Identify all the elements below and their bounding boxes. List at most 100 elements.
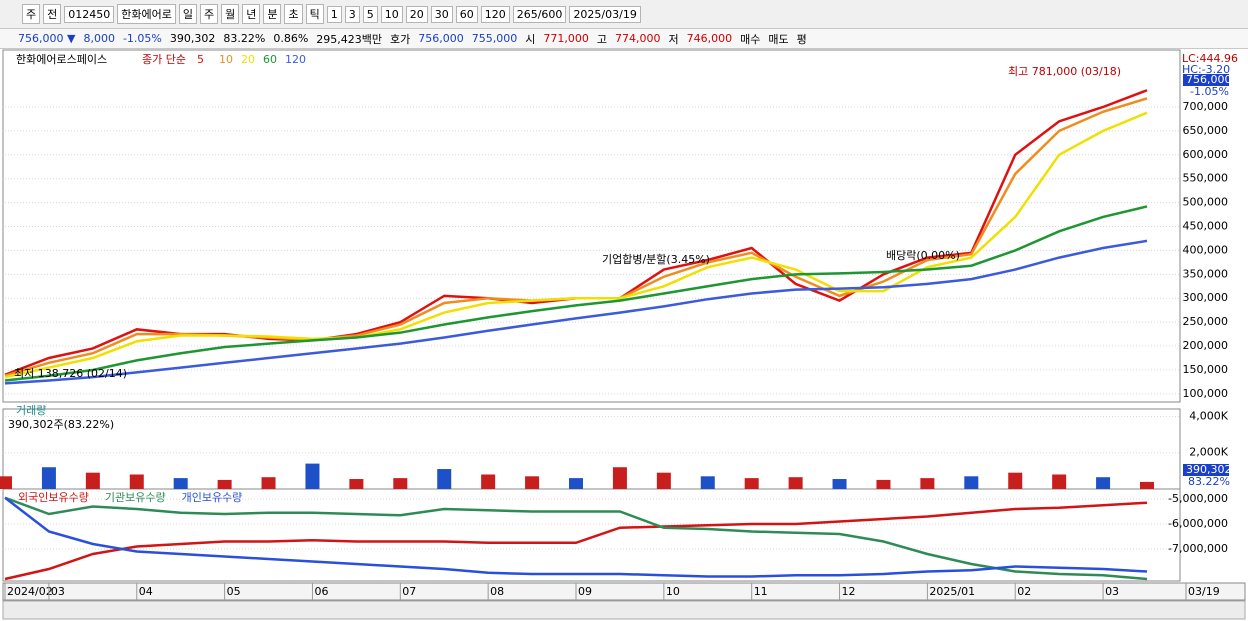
y-tick-label: 150,000 xyxy=(1183,363,1229,376)
info-bar: 756,000 ▼ 8,000 -1.05% 390,302 83.22% 0.86% 29… xyxy=(0,29,1248,49)
info-field: 756,000 xyxy=(418,32,464,45)
y-tick-label: 200,000 xyxy=(1183,339,1229,352)
panel-frame xyxy=(2,408,1181,490)
volume-bar xyxy=(656,472,671,489)
line-series xyxy=(4,111,1148,379)
info-field: 고 xyxy=(596,32,608,46)
volume-bar xyxy=(349,479,364,489)
volume-bar xyxy=(393,478,408,489)
y-tick-label: 350,000 xyxy=(1183,267,1229,280)
x-tick-label: 09 xyxy=(578,585,592,598)
toolbar-button[interactable]: 265/600 xyxy=(512,5,567,23)
volume-bar xyxy=(920,478,935,489)
volume-bar xyxy=(612,467,627,489)
info-field: 390,302 xyxy=(169,32,216,45)
info-field: 매수 xyxy=(740,32,761,46)
y-tick-label: 2,000K xyxy=(1189,446,1228,459)
toolbar-button[interactable]: 1 xyxy=(326,5,342,23)
legend-entry: 기관보유수량 xyxy=(105,491,166,504)
legend-entry: 20 xyxy=(241,53,255,66)
volume-bar xyxy=(1008,472,1023,489)
info-field: 746,000 xyxy=(686,32,733,45)
info-field: 295,423백만 xyxy=(316,32,383,46)
legend-title: 종가 단순 xyxy=(142,53,186,66)
toolbar-button[interactable]: 월 xyxy=(221,4,240,24)
volume-bar xyxy=(876,479,891,489)
info-field: 8,000 xyxy=(83,32,115,45)
toolbar-button[interactable]: 3 xyxy=(344,5,360,23)
x-tick-label: 08 xyxy=(490,585,504,598)
y-tick-label: 4,000K xyxy=(1189,409,1228,422)
line-series xyxy=(4,496,1148,581)
x-tick-label: 07 xyxy=(402,585,416,598)
volume-bar xyxy=(525,476,540,489)
toolbar-button[interactable]: 120 xyxy=(480,5,510,23)
x-tick-label: 11 xyxy=(754,585,768,598)
toolbar-button[interactable]: 20 xyxy=(405,5,428,23)
volume-bar xyxy=(569,478,583,489)
toolbar-button[interactable]: 한화에어로 xyxy=(117,4,176,24)
price-tag xyxy=(1183,74,1229,86)
hc-label: HC:-3.20 xyxy=(1182,63,1230,76)
toolbar-button[interactable]: 30 xyxy=(430,5,453,23)
toolbar-button[interactable]: 년 xyxy=(242,4,261,24)
info-field: 호가 xyxy=(390,32,411,46)
volume-bar xyxy=(85,472,100,489)
y-tick-label: 500,000 xyxy=(1183,196,1229,209)
info-field: 저 xyxy=(668,32,679,46)
price-label: 756,000 xyxy=(1186,73,1232,86)
volume-bar xyxy=(217,479,232,489)
x-axis-frame xyxy=(2,582,1246,601)
toolbar-button[interactable]: 분 xyxy=(263,4,282,24)
legend-entry: 개인보유수량 xyxy=(182,491,243,504)
y-tick-label: 700,000 xyxy=(1183,100,1229,113)
line-series xyxy=(4,239,1148,385)
legend-entry: 외국인보유수량 xyxy=(18,491,89,504)
volume-bar xyxy=(173,478,188,489)
toolbar-button[interactable]: 012450 xyxy=(64,5,115,23)
x-tick-label: 10 xyxy=(666,585,680,598)
x-tick-label: 12 xyxy=(842,585,856,598)
panel-title: 거래량 xyxy=(16,404,46,417)
info-field: 755,000 xyxy=(471,32,518,45)
y-tick-label: 650,000 xyxy=(1183,124,1229,137)
toolbar-button[interactable]: 5 xyxy=(362,5,378,23)
line-series xyxy=(4,496,1148,578)
volume-bar xyxy=(437,469,452,489)
y-tick-label: -6,000,000 xyxy=(1168,517,1228,530)
toolbar-button[interactable]: 2025/03/19 xyxy=(569,5,641,23)
info-field: 매도 xyxy=(768,32,789,46)
info-field: 756,000 ▼ xyxy=(18,32,76,45)
x-tick-label: 2024/02 xyxy=(7,585,53,598)
volume-value-label: 390,302 xyxy=(1186,463,1232,476)
volume-bar xyxy=(1052,474,1067,489)
toolbar-button[interactable]: 60 xyxy=(455,5,478,23)
volume-bar xyxy=(788,477,803,489)
toolbar-button[interactable]: 주 xyxy=(22,4,41,24)
x-tick-label: 02 xyxy=(1017,585,1031,598)
x-tick-label: 06 xyxy=(314,585,328,598)
volume-bar xyxy=(0,476,12,489)
toolbar-button[interactable]: 10 xyxy=(380,5,403,23)
volume-bar xyxy=(305,463,320,489)
volume-bar xyxy=(261,477,276,489)
info-field: 0.86% xyxy=(273,32,309,45)
volume-bar xyxy=(832,479,847,489)
lc-label: LC:444.96 xyxy=(1182,52,1238,65)
toolbar-button[interactable]: 초 xyxy=(284,4,303,24)
toolbar-button[interactable]: 일 xyxy=(178,4,197,24)
toolbar-button[interactable]: 전 xyxy=(43,4,62,24)
y-tick-label: 600,000 xyxy=(1183,148,1229,161)
panel-subtitle: 390,302주(83.22%) xyxy=(8,418,114,431)
volume-bar xyxy=(41,467,56,489)
annotation: 배당락(0.00%) xyxy=(886,249,960,262)
toolbar-button[interactable]: 주 xyxy=(199,4,219,24)
change-label: -1.05% xyxy=(1190,85,1229,98)
toolbar: 주 전 012450 한화에어로 일 주 월 년 분 초 틱 1 3 5 10 20 30 60 120 265/60… xyxy=(0,0,1248,29)
annotation: 최고 781,000 (03/18) xyxy=(1008,65,1121,78)
toolbar-button[interactable]: 틱 xyxy=(305,4,324,24)
y-tick-label: 450,000 xyxy=(1183,220,1229,233)
legend-entry: 120 xyxy=(285,53,306,66)
